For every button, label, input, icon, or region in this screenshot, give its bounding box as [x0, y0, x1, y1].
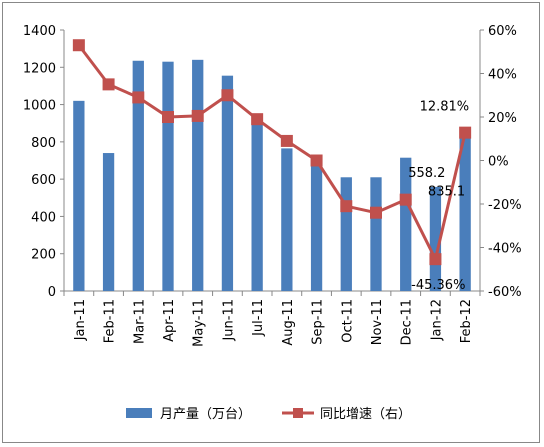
- x-category-label: Mar-11: [132, 299, 147, 344]
- x-category-label: Jul-11: [251, 299, 266, 337]
- bar-Nov-11: [370, 177, 382, 291]
- bar-Feb-11: [102, 153, 115, 291]
- bar-Apr-11: [162, 61, 174, 291]
- growth-marker-Jun-11: [221, 89, 234, 102]
- bar-Dec-11: [400, 157, 412, 291]
- y-left-tick-label: 800: [31, 136, 56, 151]
- data-label: 12.81%: [420, 100, 470, 115]
- growth-marker-Nov-11: [370, 206, 382, 219]
- bar-Jan-11: [73, 100, 85, 291]
- y-right-tick-label: 20%: [488, 111, 517, 126]
- legend-swatch-marker: [293, 408, 303, 418]
- x-category-label: May-11: [192, 299, 207, 347]
- x-category-label: Sep-11: [311, 299, 326, 345]
- y-left-tick-label: 1400: [23, 24, 56, 39]
- growth-marker-Feb-11: [102, 78, 115, 91]
- growth-marker-Mar-11: [132, 91, 145, 104]
- y-left-tick-label: 600: [31, 173, 56, 188]
- y-right-tick-label: 60%: [488, 24, 517, 39]
- x-category-label: Feb-11: [103, 299, 118, 343]
- growth-marker-Aug-11: [280, 134, 293, 147]
- data-label: -45.36%: [411, 278, 465, 293]
- legend-swatch-bar: [126, 408, 152, 418]
- x-category-label: Oct-11: [340, 299, 355, 343]
- y-right-tick-label: -60%: [488, 285, 522, 300]
- growth-marker-Jul-11: [251, 113, 264, 126]
- y-left-tick-label: 1200: [23, 61, 56, 76]
- growth-marker-Jan-12: [429, 253, 442, 266]
- line-layer: [72, 39, 472, 266]
- y-left-tick-label: 400: [31, 210, 56, 225]
- bar-Aug-11: [281, 148, 293, 291]
- axes-layer: 0 200 400 600 800 1000 1200 1400 -60% -40% -20% 0% 2…: [23, 24, 522, 347]
- y-right-tick-label: -20%: [488, 198, 522, 213]
- growth-marker-Oct-11: [340, 200, 353, 213]
- data-label: 558.2: [408, 166, 445, 181]
- x-category-label: Jun-11: [221, 299, 236, 342]
- bar-Feb-12: [459, 135, 471, 291]
- bar-Jul-11: [251, 117, 263, 291]
- x-category-label: Jan-12: [429, 299, 444, 341]
- data-label: 835.1: [428, 184, 465, 199]
- legend-label-line: 同比增速（右）: [320, 407, 411, 422]
- y-left-tick-label: 200: [31, 248, 56, 263]
- legend-label-bar: 月产量（万台）: [160, 407, 251, 422]
- x-category-label: Apr-11: [162, 299, 177, 342]
- x-category-label: Nov-11: [370, 299, 385, 345]
- x-category-label: Dec-11: [400, 299, 415, 345]
- growth-marker-Apr-11: [162, 111, 174, 123]
- bar-Jun-11: [221, 75, 234, 291]
- x-category-label: Jan-11: [73, 299, 88, 341]
- bars-layer: [73, 59, 471, 292]
- growth-marker-May-11: [191, 109, 204, 122]
- bar-May-11: [192, 59, 204, 292]
- y-left-tick-label: 1000: [23, 99, 56, 114]
- growth-marker-Feb-12: [459, 126, 472, 139]
- chart-frame: [2, 2, 540, 443]
- bar-Jan-12: [429, 186, 442, 291]
- legend: 月产量（万台） 同比增速（右）: [126, 407, 411, 422]
- y-right-tick-label: 0%: [488, 155, 509, 170]
- x-category-label: Aug-11: [281, 299, 296, 346]
- y-right-tick-label: -40%: [488, 242, 522, 257]
- x-category-label: Feb-12: [459, 299, 474, 343]
- bar-Mar-11: [132, 60, 144, 292]
- growth-marker-Jan-11: [72, 39, 85, 52]
- y-left-tick-label: 0: [48, 285, 56, 300]
- labels-layer: 558.2 835.1 -45.36% 12.81%: [408, 100, 469, 294]
- y-right-tick-label: 40%: [488, 68, 517, 83]
- bar-Sep-11: [310, 160, 323, 291]
- growth-marker-Sep-11: [310, 154, 323, 167]
- growth-marker-Dec-11: [399, 193, 412, 206]
- bar-Oct-11: [340, 177, 352, 291]
